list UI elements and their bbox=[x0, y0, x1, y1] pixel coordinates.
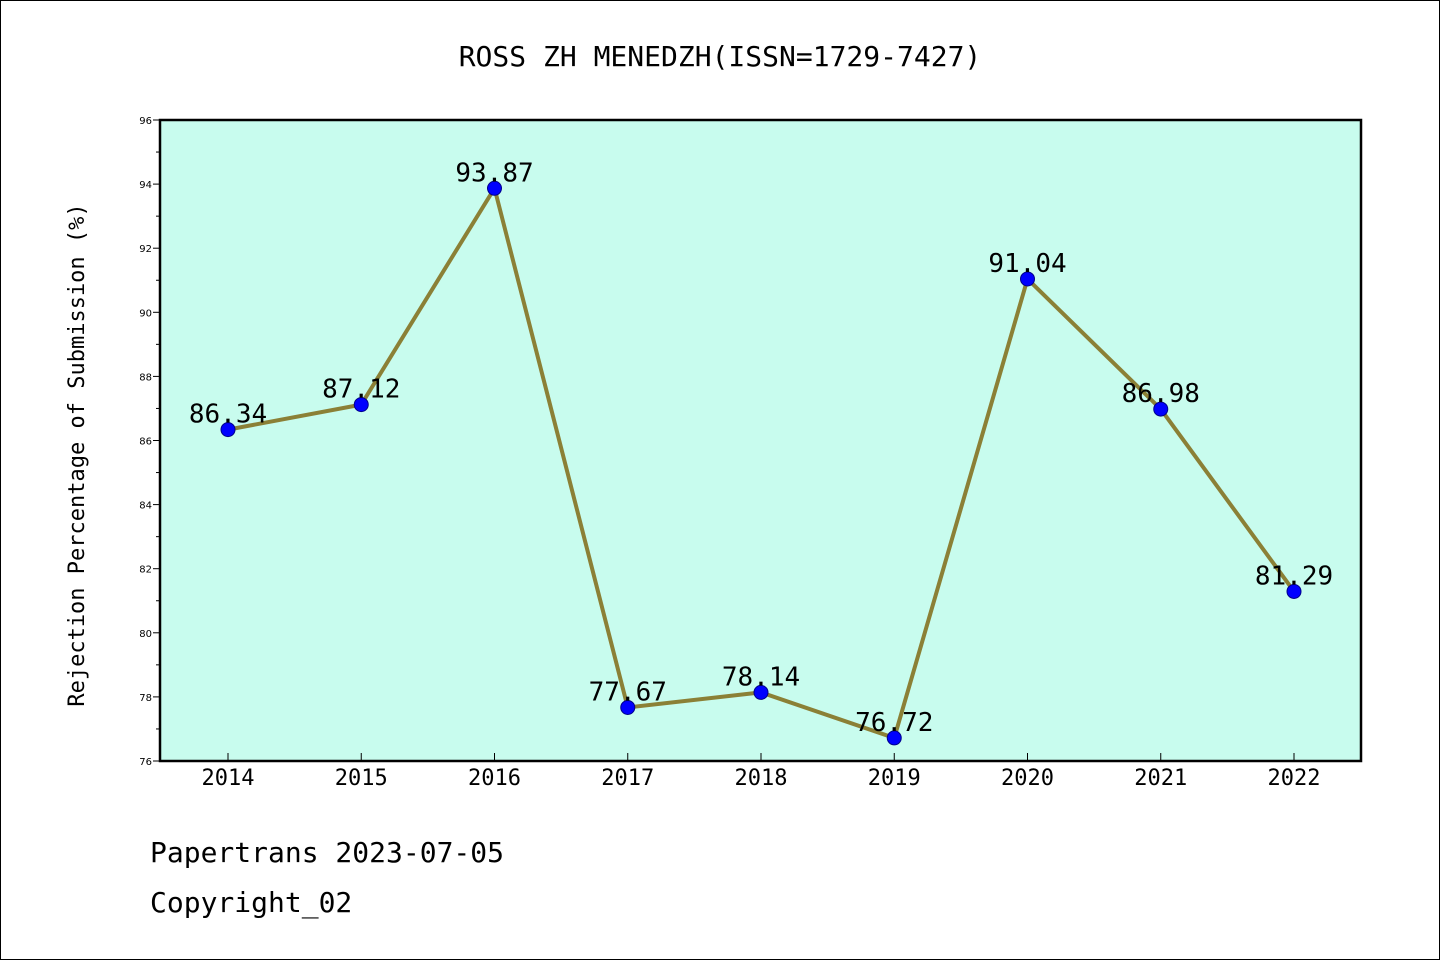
x-tick-label: 2020 bbox=[1001, 766, 1054, 791]
x-tick-label: 2014 bbox=[202, 766, 255, 791]
x-tick-label: 2019 bbox=[868, 766, 921, 791]
y-axis: 76 78 80 82 84 86 88 90 92 94 96 bbox=[139, 116, 160, 768]
x-tick-label: 2021 bbox=[1134, 766, 1187, 791]
series-rejection-rate: 86.34 87.12 93.87 77.67 78.14 76.72 91.04 86.98… bbox=[189, 158, 1333, 746]
y-tick-label: 80 bbox=[139, 629, 152, 640]
y-tick-label: 88 bbox=[139, 372, 152, 383]
x-tick-label: 2015 bbox=[335, 766, 388, 791]
data-label: 77.67 bbox=[589, 677, 667, 707]
x-tick-label: 2022 bbox=[1268, 766, 1321, 791]
footer-copyright: Copyright_02 bbox=[150, 886, 353, 919]
data-label: 78.14 bbox=[722, 662, 800, 692]
data-label: 76.72 bbox=[855, 708, 933, 738]
plot-area bbox=[160, 120, 1361, 761]
y-tick-label: 92 bbox=[139, 244, 152, 255]
data-point-marker bbox=[886, 730, 902, 746]
data-label: 91.04 bbox=[988, 249, 1066, 279]
chart-title: ROSS ZH MENEDZH(ISSN=1729-7427) bbox=[459, 40, 982, 73]
y-tick-label: 76 bbox=[139, 757, 152, 768]
footer-source: Papertrans 2023-07-05 bbox=[150, 836, 505, 869]
y-tick-label: 84 bbox=[139, 501, 152, 512]
data-point-marker bbox=[1020, 271, 1035, 287]
data-label: 93.87 bbox=[455, 158, 533, 188]
data-point-marker bbox=[753, 684, 769, 700]
data-point-marker bbox=[1153, 401, 1169, 417]
y-tick-label: 90 bbox=[139, 308, 152, 319]
x-tick-label: 2016 bbox=[468, 766, 521, 791]
y-axis-label: Rejection Percentage of Submission (%) bbox=[65, 203, 90, 706]
data-label: 86.34 bbox=[189, 400, 267, 430]
data-point-marker bbox=[353, 397, 369, 413]
plot-border bbox=[158, 118, 1363, 763]
y-tick-label: 86 bbox=[139, 437, 152, 448]
data-point-marker bbox=[620, 699, 636, 715]
y-tick-label: 82 bbox=[139, 565, 152, 576]
x-tick-label: 2018 bbox=[735, 766, 788, 791]
x-tick-label: 2017 bbox=[601, 766, 654, 791]
y-tick-label: 78 bbox=[139, 693, 152, 704]
data-point-marker bbox=[1286, 583, 1302, 599]
x-axis: 2014 2015 2016 2017 2018 2019 2020 2021 2022 bbox=[202, 753, 1321, 791]
data-label: 81.29 bbox=[1255, 561, 1333, 591]
data-point-marker bbox=[220, 422, 236, 438]
data-label: 86.98 bbox=[1122, 379, 1200, 409]
data-label: 87.12 bbox=[322, 375, 400, 405]
data-point-marker bbox=[487, 180, 502, 196]
y-tick-label: 96 bbox=[139, 116, 152, 127]
y-tick-label: 94 bbox=[139, 180, 152, 191]
